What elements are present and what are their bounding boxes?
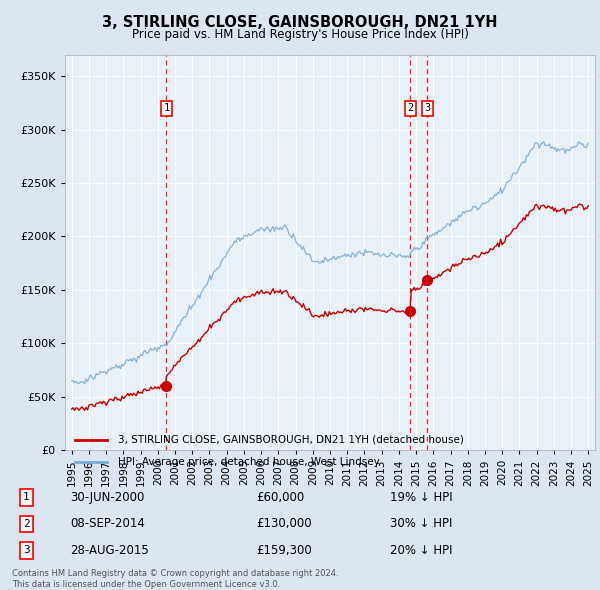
Text: HPI: Average price, detached house, West Lindsey: HPI: Average price, detached house, West… (118, 457, 379, 467)
Text: Price paid vs. HM Land Registry's House Price Index (HPI): Price paid vs. HM Land Registry's House … (131, 28, 469, 41)
Text: £159,300: £159,300 (256, 544, 312, 557)
Text: 20% ↓ HPI: 20% ↓ HPI (391, 544, 453, 557)
Text: 2: 2 (23, 519, 30, 529)
Text: £60,000: £60,000 (256, 491, 305, 504)
Text: 3: 3 (424, 103, 431, 113)
Text: 3, STIRLING CLOSE, GAINSBOROUGH, DN21 1YH: 3, STIRLING CLOSE, GAINSBOROUGH, DN21 1Y… (102, 15, 498, 30)
Text: 30% ↓ HPI: 30% ↓ HPI (391, 517, 452, 530)
Text: Contains HM Land Registry data © Crown copyright and database right 2024.
This d: Contains HM Land Registry data © Crown c… (12, 569, 338, 589)
Text: 08-SEP-2014: 08-SEP-2014 (70, 517, 145, 530)
Text: 1: 1 (23, 493, 30, 503)
Text: 28-AUG-2015: 28-AUG-2015 (70, 544, 149, 557)
Text: 30-JUN-2000: 30-JUN-2000 (70, 491, 145, 504)
Text: 1: 1 (163, 103, 170, 113)
Text: £130,000: £130,000 (256, 517, 312, 530)
Text: 3, STIRLING CLOSE, GAINSBOROUGH, DN21 1YH (detached house): 3, STIRLING CLOSE, GAINSBOROUGH, DN21 1Y… (118, 435, 463, 444)
Text: 19% ↓ HPI: 19% ↓ HPI (391, 491, 453, 504)
Text: 2: 2 (407, 103, 413, 113)
Text: 3: 3 (23, 545, 30, 555)
